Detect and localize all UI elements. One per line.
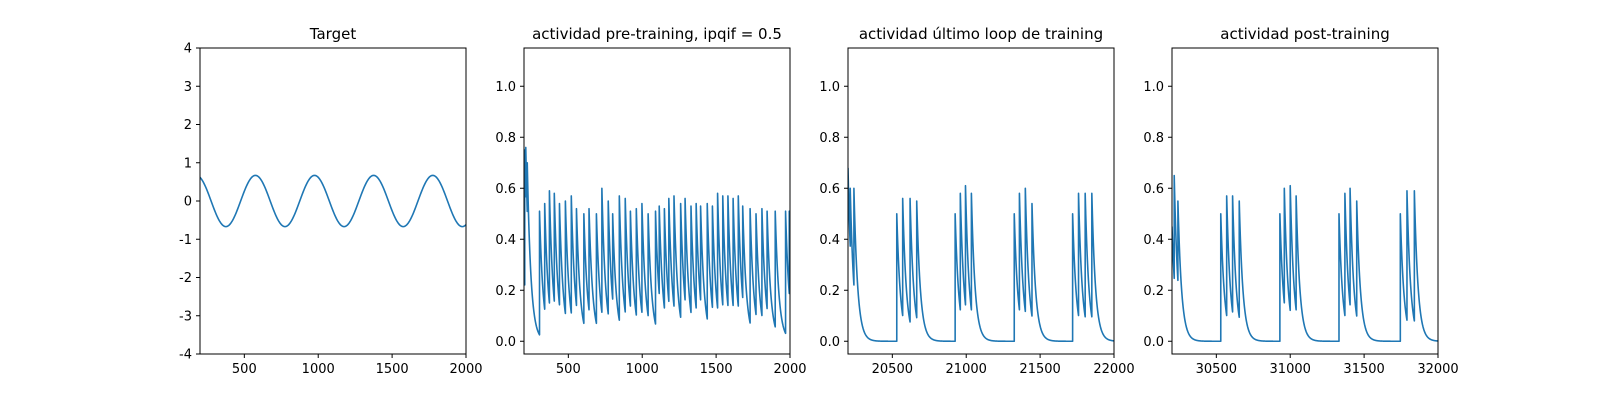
axes-frame <box>847 47 1115 355</box>
axes-frame <box>523 47 791 355</box>
x-tick-label: 30500 <box>1196 362 1237 377</box>
y-tick-label: -1 <box>179 233 192 248</box>
y-tick-label: 1.0 <box>495 80 516 95</box>
y-tick-label: 0.4 <box>1143 233 1164 248</box>
x-tick-label: 20500 <box>872 362 913 377</box>
y-tick-label: 0.4 <box>495 233 516 248</box>
axes-frame <box>1171 47 1439 355</box>
series-line-1 <box>848 167 1114 343</box>
chart-title: actividad último loop de training <box>859 25 1103 43</box>
x-tick-label: 21500 <box>1019 362 1060 377</box>
y-tick-label: 3 <box>184 80 192 95</box>
series-line-1 <box>200 174 466 228</box>
x-tick-label: 1000 <box>302 362 335 377</box>
series-line-1 <box>524 146 790 336</box>
y-tick-label: 0.4 <box>819 233 840 248</box>
y-tick-label: 1 <box>184 156 192 171</box>
x-tick-label: 500 <box>232 362 257 377</box>
y-tick-label: 2 <box>184 118 192 133</box>
y-tick-label: 0.8 <box>1143 131 1164 146</box>
x-tick-label: 32000 <box>1417 362 1458 377</box>
x-tick-label: 1500 <box>376 362 409 377</box>
x-tick-label: 31000 <box>1270 362 1311 377</box>
y-tick-label: -4 <box>179 348 192 363</box>
x-tick-label: 1500 <box>700 362 733 377</box>
y-tick-label: 0.2 <box>819 284 840 299</box>
y-tick-label: 0.8 <box>495 131 516 146</box>
x-tick-label: 1000 <box>626 362 659 377</box>
chart-panel-4: 30500 31000 31500 32000 0.0 0.2 0.4 0.6 0.8 1.0 ac… <box>1143 25 1458 377</box>
y-tick-label: 0.0 <box>495 335 516 350</box>
y-tick-label: 0.6 <box>1143 182 1164 197</box>
y-tick-label: 0.0 <box>1143 335 1164 350</box>
x-tick-label: 31500 <box>1343 362 1384 377</box>
series-line-1 <box>1172 174 1438 343</box>
chart-title: actividad post-training <box>1220 25 1389 43</box>
y-tick-label: 0.6 <box>495 182 516 197</box>
x-tick-label: 500 <box>556 362 581 377</box>
x-tick-label: 22000 <box>1093 362 1134 377</box>
x-tick-label: 2000 <box>773 362 806 377</box>
y-tick-label: -3 <box>179 309 192 324</box>
y-tick-label: -2 <box>179 271 192 286</box>
y-tick-label: 1.0 <box>1143 80 1164 95</box>
chart-panel-3: 20500 21000 21500 22000 0.0 0.2 0.4 0.6 0.8 1.0 ac… <box>819 25 1134 377</box>
x-tick-label: 21000 <box>946 362 987 377</box>
y-tick-label: 1.0 <box>819 80 840 95</box>
y-tick-label: 0.6 <box>819 182 840 197</box>
x-tick-label: 2000 <box>449 362 482 377</box>
y-tick-label: 0 <box>184 195 192 210</box>
chart-panel-2: 500 1000 1500 2000 0.0 0.2 0.4 0.6 0.8 1.0 activid… <box>495 25 806 377</box>
y-tick-label: 4 <box>184 42 192 57</box>
chart-title: Target <box>309 25 357 43</box>
y-tick-label: 0.8 <box>819 131 840 146</box>
chart-panel-1: 500 1000 1500 2000 -4 -3 -2 -1 0 1 2 3 4 Target <box>179 25 483 377</box>
y-tick-label: 0.2 <box>1143 284 1164 299</box>
y-tick-label: 0.2 <box>495 284 516 299</box>
y-tick-label: 0.0 <box>819 335 840 350</box>
chart-title: actividad pre-training, ipqif = 0.5 <box>532 25 782 43</box>
